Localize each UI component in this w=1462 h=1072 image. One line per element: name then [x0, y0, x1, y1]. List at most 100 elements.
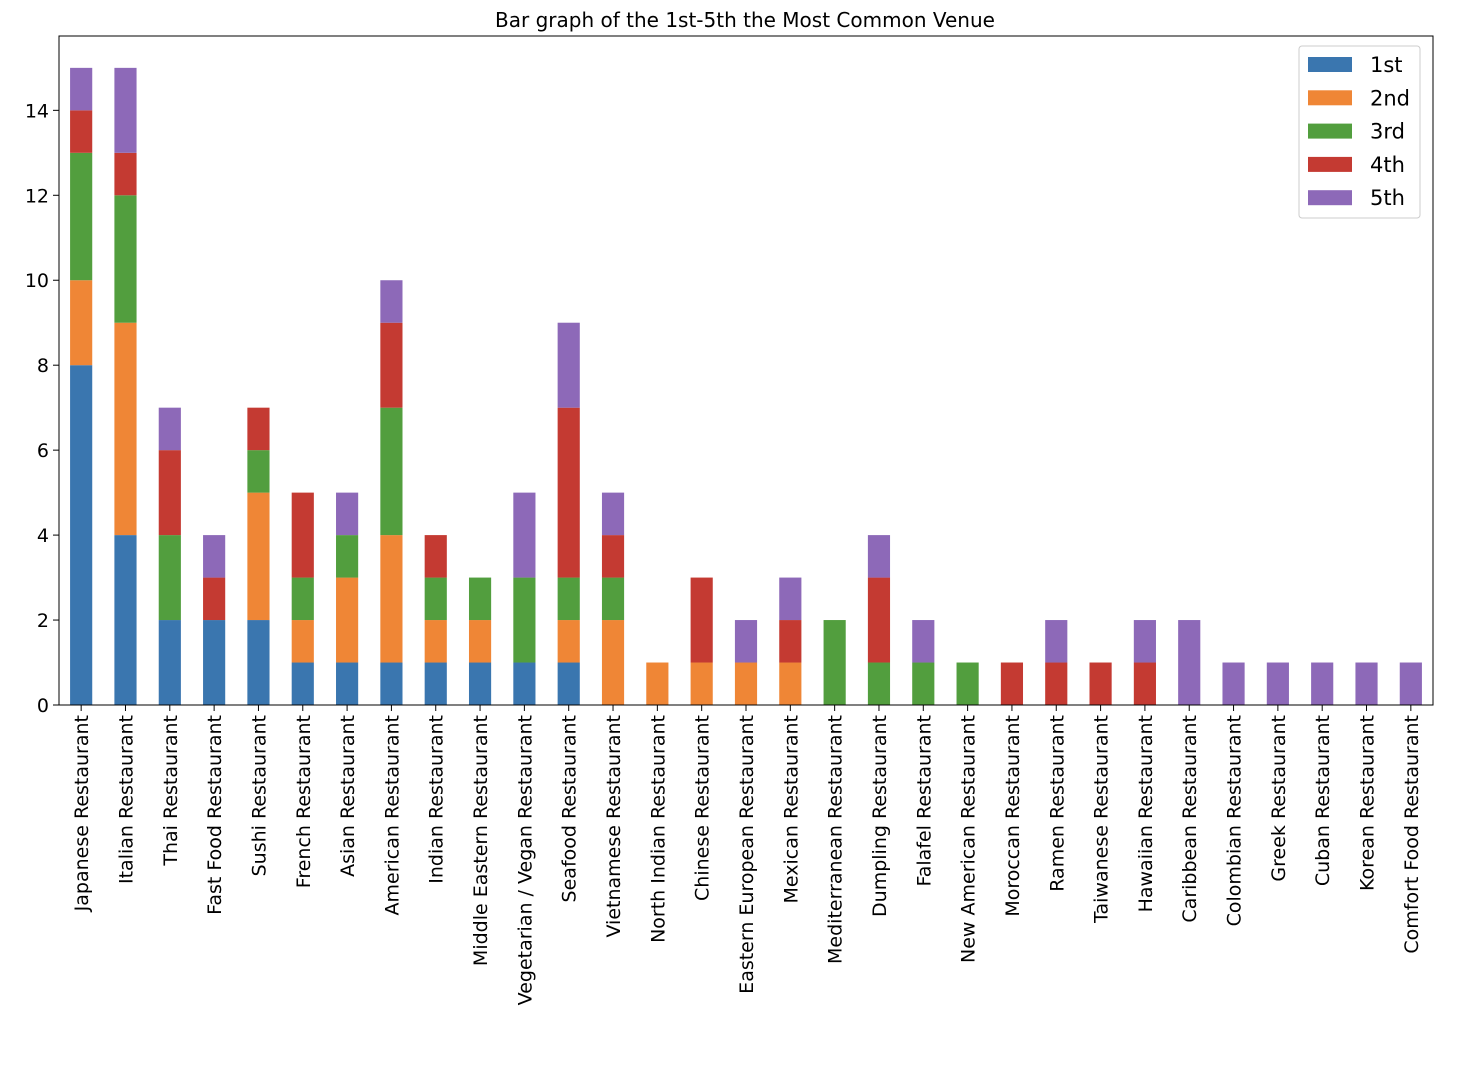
bar-cuban-restaurant-5th: [1311, 662, 1334, 705]
bar-vegetarian-vegan-restaurant-5th: [513, 492, 536, 578]
bar-indian-restaurant-2nd: [424, 620, 447, 663]
bar-italian-restaurant-3rd: [114, 195, 137, 323]
bar-japanese-restaurant-3rd: [70, 152, 93, 281]
x-tick-label-taiwanese-restaurant: Taiwanese Restaurant: [1091, 715, 1113, 924]
bar-japanese-restaurant-5th: [70, 67, 93, 111]
x-tick-label-mexican-restaurant: Mexican Restaurant: [780, 715, 802, 903]
bar-french-restaurant-3rd: [291, 577, 314, 621]
legend-frame: [1298, 45, 1421, 219]
x-tick-label-comfort-food-restaurant: Comfort Food Restaurant: [1401, 715, 1423, 954]
y-tick-label: 2: [37, 610, 49, 632]
x-tick-label-korean-restaurant: Korean Restaurant: [1357, 715, 1379, 891]
bar-mexican-restaurant-5th: [779, 577, 802, 621]
bar-vietnamese-restaurant-4th: [601, 535, 625, 578]
bar-chinese-restaurant-4th: [690, 577, 713, 663]
legend-label-5th: 5th: [1370, 186, 1405, 210]
y-tick-label: 6: [37, 440, 49, 462]
bar-asian-restaurant-1st: [336, 662, 359, 705]
bar-asian-restaurant-3rd: [336, 535, 359, 578]
x-tick-label-seafood-restaurant: Seafood Restaurant: [559, 715, 581, 902]
bar-italian-restaurant-4th: [114, 152, 137, 196]
y-tick-label: 4: [37, 525, 49, 547]
y-tick-label: 12: [25, 185, 49, 207]
bar-vietnamese-restaurant-3rd: [601, 577, 625, 621]
bar-japanese-restaurant-1st: [70, 365, 93, 705]
bar-korean-restaurant-5th: [1355, 662, 1378, 705]
bar-indian-restaurant-1st: [424, 662, 447, 705]
bar-seafood-restaurant-4th: [557, 407, 580, 578]
bar-falafel-restaurant-5th: [912, 620, 935, 663]
x-tick-label-thai-restaurant: Thai Restaurant: [160, 715, 182, 867]
bar-dumpling-restaurant-4th: [867, 577, 891, 663]
x-tick-label-american-restaurant: American Restaurant: [381, 715, 403, 915]
bar-eastern-european-restaurant-5th: [734, 620, 758, 663]
bar-mexican-restaurant-4th: [779, 620, 802, 663]
x-tick-label-hawaiian-restaurant: Hawaiian Restaurant: [1135, 715, 1157, 912]
chart-title: Bar graph of the 1st-5th the Most Common…: [495, 8, 995, 32]
bar-french-restaurant-4th: [291, 492, 314, 578]
x-tick-label-fast-food-restaurant: Fast Food Restaurant: [204, 715, 226, 915]
bar-caribbean-restaurant-5th: [1178, 620, 1201, 705]
bar-fast-food-restaurant-1st: [203, 620, 226, 705]
bar-seafood-restaurant-1st: [557, 662, 580, 705]
bar-mexican-restaurant-2nd: [779, 662, 802, 705]
bar-american-restaurant-2nd: [380, 535, 403, 663]
legend-swatch-5th: [1308, 190, 1352, 206]
bar-new-american-restaurant-3rd: [956, 662, 979, 705]
x-axis: Japanese Restaurant Italian Restaurant Tha…: [71, 705, 1423, 1005]
bar-indian-restaurant-3rd: [424, 577, 447, 621]
legend-label-4th: 4th: [1370, 153, 1405, 177]
bar-italian-restaurant-1st: [114, 535, 137, 705]
y-axis: 0 2 4 6 8 10 12 14: [25, 100, 59, 717]
bar-thai-restaurant-5th: [158, 407, 181, 451]
bar-taiwanese-restaurant-4th: [1089, 662, 1112, 705]
bar-colombian-restaurant-5th: [1222, 662, 1245, 705]
bar-italian-restaurant-2nd: [114, 322, 137, 536]
bar-asian-restaurant-5th: [336, 492, 359, 536]
x-tick-label-falafel-restaurant: Falafel Restaurant: [913, 715, 935, 886]
bar-vietnamese-restaurant-2nd: [601, 620, 625, 705]
bar-thai-restaurant-4th: [158, 450, 181, 536]
x-tick-label-italian-restaurant: Italian Restaurant: [115, 715, 137, 884]
bar-american-restaurant-3rd: [380, 407, 403, 536]
y-tick-label: 14: [25, 100, 49, 122]
legend-label-1st: 1st: [1370, 53, 1403, 77]
x-tick-label-middle-eastern-restaurant: Middle Eastern Restaurant: [470, 715, 492, 966]
bar-middle-eastern-restaurant-3rd: [468, 577, 492, 621]
x-tick-label-colombian-restaurant: Colombian Restaurant: [1224, 715, 1246, 926]
legend-swatch-3rd: [1308, 123, 1352, 139]
x-tick-label-eastern-european-restaurant: Eastern European Restaurant: [736, 715, 758, 994]
bar-seafood-restaurant-2nd: [557, 620, 580, 663]
bar-french-restaurant-1st: [291, 662, 314, 705]
bar-chinese-restaurant-2nd: [690, 662, 713, 705]
legend: 1st 2nd 3rd 4th 5th: [1298, 45, 1421, 219]
y-tick-label: 0: [37, 695, 49, 717]
legend-swatch-4th: [1308, 156, 1352, 172]
bar-american-restaurant-1st: [380, 662, 403, 705]
x-tick-label-vegetarian-vegan-restaurant: Vegetarian / Vegan Restaurant: [514, 715, 536, 1005]
bar-ramen-restaurant-5th: [1045, 620, 1068, 663]
bar-asian-restaurant-2nd: [336, 577, 359, 663]
x-tick-label-japanese-restaurant: Japanese Restaurant: [71, 715, 93, 912]
bars-layer: [70, 67, 1422, 705]
bar-thai-restaurant-3rd: [158, 535, 181, 621]
bar-dumpling-restaurant-5th: [867, 535, 891, 578]
bar-seafood-restaurant-5th: [557, 322, 580, 408]
bar-middle-eastern-restaurant-2nd: [468, 620, 492, 663]
bar-sushi-restaurant-3rd: [247, 450, 270, 493]
y-tick-label: 10: [25, 270, 49, 292]
bar-fast-food-restaurant-5th: [203, 535, 226, 578]
x-tick-label-chinese-restaurant: Chinese Restaurant: [692, 715, 714, 901]
x-tick-label-ramen-restaurant: Ramen Restaurant: [1046, 715, 1068, 892]
x-tick-label-vietnamese-restaurant: Vietnamese Restaurant: [603, 715, 625, 938]
x-tick-label-french-restaurant: French Restaurant: [293, 715, 315, 888]
bar-falafel-restaurant-3rd: [912, 662, 935, 705]
legend-swatch-2nd: [1308, 90, 1352, 106]
bar-french-restaurant-2nd: [291, 620, 314, 663]
y-tick-label: 8: [37, 355, 49, 377]
bar-vegetarian-vegan-restaurant-1st: [513, 662, 536, 705]
bar-ramen-restaurant-4th: [1045, 662, 1068, 705]
bar-sushi-restaurant-1st: [247, 620, 270, 705]
bar-hawaiian-restaurant-5th: [1133, 620, 1156, 663]
